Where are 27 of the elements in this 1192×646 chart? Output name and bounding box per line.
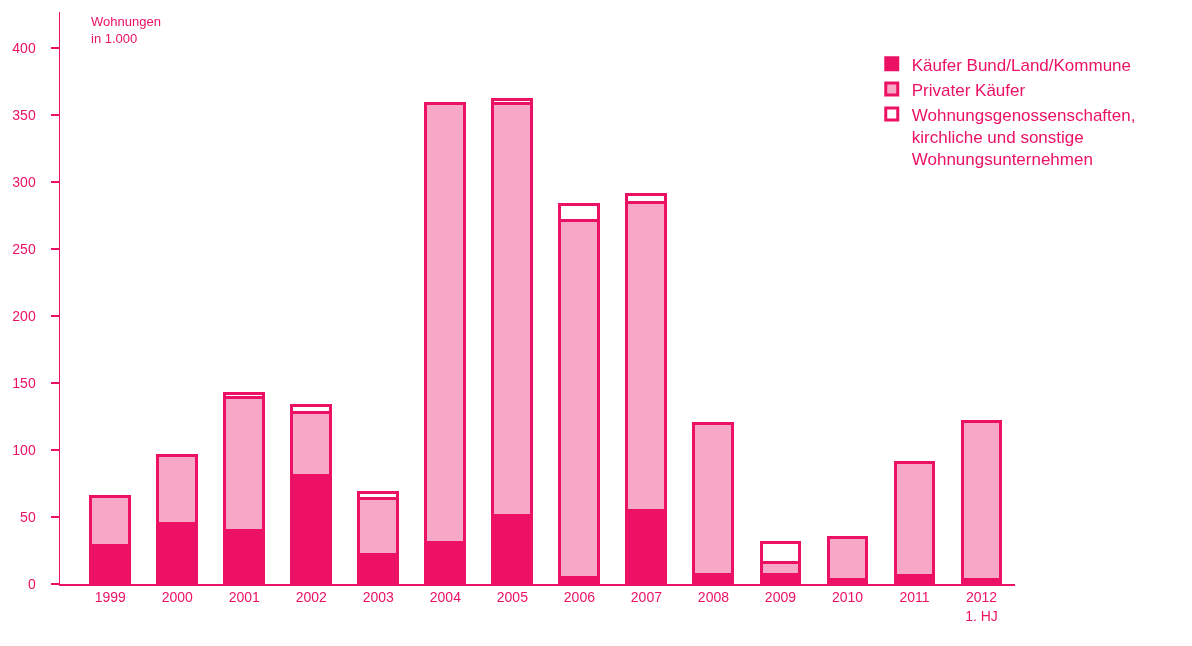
x-tick-label: 2001 xyxy=(228,589,261,606)
legend-label: Wohnungsgenossenschaften, kirchliche und sonstige Wohnungsunternehmen xyxy=(911,105,1136,169)
x-tick-label: 2012 1. HJ xyxy=(965,589,998,624)
y-tick-label: 150 xyxy=(12,374,36,391)
x-tick-label: 2009 xyxy=(764,589,797,606)
x-tick-label: 1999 xyxy=(94,589,127,606)
y-tick-label: 50 xyxy=(20,508,36,525)
legend-label: Käufer Bund/Land/Kommune xyxy=(911,55,1132,75)
y-tick-label: 400 xyxy=(12,40,36,57)
x-tick-label: 2000 xyxy=(161,589,194,606)
x-tick-label: 2010 xyxy=(831,589,864,606)
x-tick-label: 2006 xyxy=(563,589,596,606)
y-axis-title: Wohnungen in 1.000 xyxy=(91,14,161,46)
x-tick-label: 2008 xyxy=(697,589,730,606)
legend-label: Privater Käufer xyxy=(911,80,1026,100)
x-tick-label: 2005 xyxy=(496,589,529,606)
x-tick-label: 2003 xyxy=(362,589,395,606)
y-tick-label: 200 xyxy=(12,307,36,324)
y-tick-label: 100 xyxy=(12,441,36,458)
y-tick-label: 350 xyxy=(12,107,36,124)
y-tick-label: 300 xyxy=(12,174,36,191)
x-tick-label: 2002 xyxy=(295,589,328,606)
y-tick-label: 0 xyxy=(27,575,36,592)
x-tick-label: 2004 xyxy=(429,589,462,606)
y-tick-label: 250 xyxy=(12,241,36,258)
x-tick-label: 2011 xyxy=(899,589,930,606)
x-tick-label: 2007 xyxy=(630,589,663,606)
